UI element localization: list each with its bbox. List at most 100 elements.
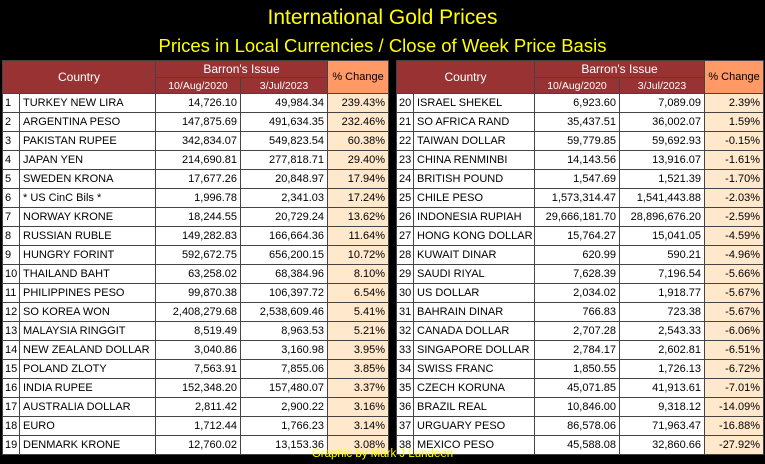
country-name: BRAZIL REAL bbox=[413, 397, 535, 417]
price-2023: 13,916.07 bbox=[618, 150, 706, 170]
pct-change: 3.37% bbox=[327, 378, 390, 398]
table-row: 36 BRAZIL REAL 10,846.00 9,318.12 -14.09% bbox=[396, 397, 765, 417]
price-2023: 2,602.81 bbox=[618, 340, 706, 360]
row-rank: 32 bbox=[396, 321, 414, 341]
date-2020-header: 10/Aug/2020 bbox=[534, 77, 620, 94]
price-2020: 29,666,181.70 bbox=[534, 207, 620, 227]
price-2023: 166,664.36 bbox=[239, 226, 329, 246]
price-2020: 592,672.75 bbox=[155, 245, 241, 265]
page-title: International Gold Prices bbox=[267, 6, 498, 29]
row-rank: 38 bbox=[396, 435, 414, 455]
pct-change: 3.95% bbox=[327, 340, 390, 360]
table-row: 1 TURKEY NEW LIRA 14,726.10 49,984.34 239.43… bbox=[2, 93, 390, 113]
price-2020: 14,726.10 bbox=[155, 93, 241, 113]
row-rank: 9 bbox=[2, 245, 20, 265]
pct-change: -14.09% bbox=[704, 397, 765, 417]
price-2023: 41,913.61 bbox=[618, 378, 706, 398]
table-row: 2 ARGENTINA PESO 147,875.69 491,634.35 232.4… bbox=[2, 112, 390, 132]
price-2020: 7,628.39 bbox=[534, 264, 620, 284]
price-2023: 68,384.96 bbox=[239, 264, 329, 284]
country-name: POLAND ZLOTY bbox=[19, 359, 156, 379]
country-name: NORWAY KRONE bbox=[19, 207, 156, 227]
price-2020: 45,071.85 bbox=[534, 378, 620, 398]
table-row: 16 INDIA RUPEE 152,348.20 157,480.07 3.37% bbox=[2, 378, 390, 398]
row-rank: 21 bbox=[396, 112, 414, 132]
price-2023: 106,397.72 bbox=[239, 283, 329, 303]
pct-change: 3.14% bbox=[327, 416, 390, 436]
price-2023: 549,823.54 bbox=[239, 131, 329, 151]
row-rank: 36 bbox=[396, 397, 414, 417]
country-name: ARGENTINA PESO bbox=[19, 112, 156, 132]
country-name: MALAYSIA RINGGIT bbox=[19, 321, 156, 341]
pct-change: -6.72% bbox=[704, 359, 765, 379]
price-2023: 28,896,676.20 bbox=[618, 207, 706, 227]
table-row: 6 * US CinC Bils * 1,996.78 2,341.03 17.24% bbox=[2, 188, 390, 208]
table-row: 27 HONG KONG DOLLAR 15,764.27 15,041.05 -4.5… bbox=[396, 226, 765, 246]
row-rank: 34 bbox=[396, 359, 414, 379]
price-2023: 656,200.15 bbox=[239, 245, 329, 265]
price-2020: 63,258.02 bbox=[155, 264, 241, 284]
row-rank: 24 bbox=[396, 169, 414, 189]
country-name: CANADA DOLLAR bbox=[413, 321, 535, 341]
price-2023: 491,634.35 bbox=[239, 112, 329, 132]
table-row: 28 KUWAIT DINAR 620.99 590.21 -4.96% bbox=[396, 245, 765, 265]
table-row: 31 BAHRAIN DINAR 766.83 723.38 -5.67% bbox=[396, 302, 765, 322]
country-name: TURKEY NEW LIRA bbox=[19, 93, 156, 113]
country-name: ISRAEL SHEKEL bbox=[413, 93, 535, 113]
table-row: 24 BRITISH POUND 1,547.69 1,521.39 -1.70% bbox=[396, 169, 765, 189]
price-2020: 1,850.55 bbox=[534, 359, 620, 379]
price-2023: 59,692.93 bbox=[618, 131, 706, 151]
table-row: 5 SWEDEN KRONA 17,677.26 20,848.97 17.94% bbox=[2, 169, 390, 189]
table-row: 15 POLAND ZLOTY 7,563.91 7,855.06 3.85% bbox=[2, 359, 390, 379]
row-rank: 18 bbox=[2, 416, 20, 436]
table-row: 18 EURO 1,712.44 1,766.23 3.14% bbox=[2, 416, 390, 436]
country-name: BAHRAIN DINAR bbox=[413, 302, 535, 322]
price-2020: 2,408,279.68 bbox=[155, 302, 241, 322]
table-row: 35 CZECH KORUNA 45,071.85 41,913.61 -7.01% bbox=[396, 378, 765, 398]
price-2020: 149,282.83 bbox=[155, 226, 241, 246]
table-row: 32 CANADA DOLLAR 2,707.28 2,543.33 -6.06% bbox=[396, 321, 765, 341]
row-rank: 8 bbox=[2, 226, 20, 246]
country-name: HUNGRY FORINT bbox=[19, 245, 156, 265]
price-2023: 20,729.24 bbox=[239, 207, 329, 227]
price-2023: 20,848.97 bbox=[239, 169, 329, 189]
price-2023: 1,726.13 bbox=[618, 359, 706, 379]
table-row: 23 CHINA RENMINBI 14,143.56 13,916.07 -1.61% bbox=[396, 150, 765, 170]
pct-change: 1.59% bbox=[704, 112, 765, 132]
pct-change: 60.38% bbox=[327, 131, 390, 151]
price-2023: 1,918.77 bbox=[618, 283, 706, 303]
row-rank: 25 bbox=[396, 188, 414, 208]
row-rank: 2 bbox=[2, 112, 20, 132]
price-2023: 590.21 bbox=[618, 245, 706, 265]
price-2023: 49,984.34 bbox=[239, 93, 329, 113]
country-name: INDIA RUPEE bbox=[19, 378, 156, 398]
price-2020: 342,834.07 bbox=[155, 131, 241, 151]
row-rank: 13 bbox=[2, 321, 20, 341]
pct-change: 232.46% bbox=[327, 112, 390, 132]
pct-change: 11.64% bbox=[327, 226, 390, 246]
pct-change: -5.67% bbox=[704, 302, 765, 322]
row-rank: 6 bbox=[2, 188, 20, 208]
price-2020: 3,040.86 bbox=[155, 340, 241, 360]
country-name: KUWAIT DINAR bbox=[413, 245, 535, 265]
table-row: 3 PAKISTAN RUPEE 342,834.07 549,823.54 60.38… bbox=[2, 131, 390, 151]
price-2020: 620.99 bbox=[534, 245, 620, 265]
price-2020: 14,143.56 bbox=[534, 150, 620, 170]
table-row: 29 SAUDI RIYAL 7,628.39 7,196.54 -5.66% bbox=[396, 264, 765, 284]
pct-change: -1.70% bbox=[704, 169, 765, 189]
price-2020: 1,547.69 bbox=[534, 169, 620, 189]
country-name: BRITISH POUND bbox=[413, 169, 535, 189]
country-name: INDONESIA RUPIAH bbox=[413, 207, 535, 227]
row-rank: 35 bbox=[396, 378, 414, 398]
country-name: THAILAND BAHT bbox=[19, 264, 156, 284]
footer-credit: Graphic by Mark J Lundeen bbox=[311, 448, 454, 460]
price-2023: 36,002.07 bbox=[618, 112, 706, 132]
pct-change: -5.66% bbox=[704, 264, 765, 284]
country-name: HONG KONG DOLLAR bbox=[413, 226, 535, 246]
country-name: EURO bbox=[19, 416, 156, 436]
table-row: 4 JAPAN YEN 214,690.81 277,818.71 29.40% bbox=[2, 150, 390, 170]
price-2020: 1,996.78 bbox=[155, 188, 241, 208]
date-2023-header: 3/Jul/2023 bbox=[618, 77, 706, 94]
pct-change: 3.85% bbox=[327, 359, 390, 379]
pct-change: -27.92% bbox=[704, 435, 765, 455]
